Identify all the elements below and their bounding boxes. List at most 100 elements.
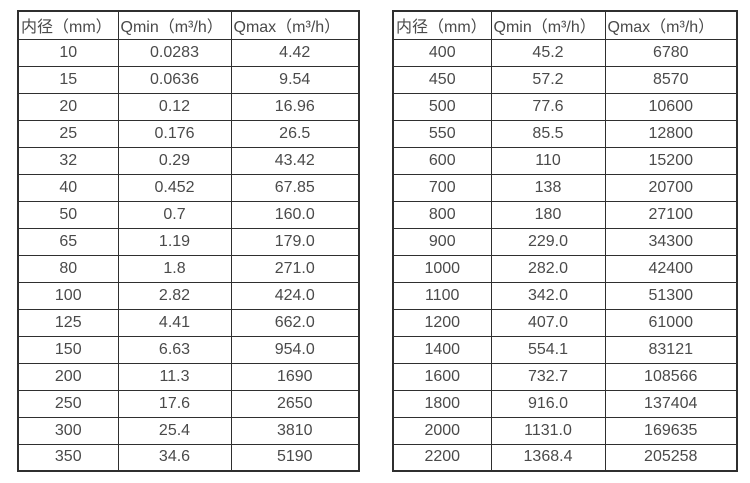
table-row: 25 0.176 26.5	[17, 119, 360, 148]
table-cell: 0.0636	[117, 65, 232, 94]
table-cell: 27100	[604, 200, 738, 229]
table-cell: 700	[392, 173, 492, 202]
table-cell: 25.4	[117, 416, 232, 445]
table-row: 1100 342.0 51300	[392, 281, 738, 310]
table-cell: 1200	[392, 308, 492, 337]
table-header-row: 内径（mm） Qmin（m³/h） Qmax（m³/h）	[17, 10, 360, 40]
table-cell: 0.7	[117, 200, 232, 229]
table-cell: 1000	[392, 254, 492, 283]
table-row: 800 180 27100	[392, 200, 738, 229]
table-cell: 600	[392, 146, 492, 175]
table-row: 150 6.63 954.0	[17, 335, 360, 364]
table-cell: 15200	[604, 146, 738, 175]
table-row: 1200 407.0 61000	[392, 308, 738, 337]
table-cell: 20700	[604, 173, 738, 202]
table-cell: 900	[392, 227, 492, 256]
table-cell: 100	[17, 281, 119, 310]
table-cell: 77.6	[490, 92, 606, 121]
table-cell: 282.0	[490, 254, 606, 283]
table-row: 2200 1368.4 205258	[392, 443, 738, 472]
table-cell: 229.0	[490, 227, 606, 256]
table-row: 700 138 20700	[392, 173, 738, 202]
table-row: 15 0.0636 9.54	[17, 65, 360, 94]
table-header-row: 内径（mm） Qmin（m³/h） Qmax（m³/h）	[392, 10, 738, 40]
header-qmax: Qmax（m³/h）	[604, 10, 738, 40]
table-cell: 12800	[604, 119, 738, 148]
table-cell: 350	[17, 443, 119, 472]
table-row: 1400 554.1 83121	[392, 335, 738, 364]
table-cell: 179.0	[230, 227, 360, 256]
table-row: 32 0.29 43.42	[17, 146, 360, 175]
table-cell: 34.6	[117, 443, 232, 472]
table-cell: 57.2	[490, 65, 606, 94]
table-cell: 3810	[230, 416, 360, 445]
table-row: 550 85.5 12800	[392, 119, 738, 148]
table-cell: 2650	[230, 389, 360, 418]
table-cell: 26.5	[230, 119, 360, 148]
table-cell: 916.0	[490, 389, 606, 418]
table-cell: 51300	[604, 281, 738, 310]
table-cell: 250	[17, 389, 119, 418]
table-cell: 108566	[604, 362, 738, 391]
table-cell: 0.29	[117, 146, 232, 175]
table-cell: 85.5	[490, 119, 606, 148]
table-row: 2000 1131.0 169635	[392, 416, 738, 445]
table-cell: 1.8	[117, 254, 232, 283]
header-inner-diameter: 内径（mm）	[17, 10, 119, 40]
table-cell: 20	[17, 92, 119, 121]
table-cell: 300	[17, 416, 119, 445]
table-cell: 1400	[392, 335, 492, 364]
table-row: 450 57.2 8570	[392, 65, 738, 94]
table-row: 600 110 15200	[392, 146, 738, 175]
table-row: 400 45.2 6780	[392, 38, 738, 67]
table-cell: 1100	[392, 281, 492, 310]
flow-spec-table-large-diameters: 内径（mm） Qmin（m³/h） Qmax（m³/h） 400 45.2 6780…	[392, 10, 738, 472]
table-row: 100 2.82 424.0	[17, 281, 360, 310]
table-cell: 2200	[392, 443, 492, 472]
table-cell: 65	[17, 227, 119, 256]
table-cell: 125	[17, 308, 119, 337]
table-cell: 40	[17, 173, 119, 202]
table-cell: 1131.0	[490, 416, 606, 445]
table-cell: 150	[17, 335, 119, 364]
table-row: 20 0.12 16.96	[17, 92, 360, 121]
table-cell: 137404	[604, 389, 738, 418]
table-cell: 15	[17, 65, 119, 94]
flow-spec-table-small-diameters: 内径（mm） Qmin（m³/h） Qmax（m³/h） 10 0.0283 4.4…	[17, 10, 360, 472]
table-cell: 0.452	[117, 173, 232, 202]
table-cell: 110	[490, 146, 606, 175]
table-body: 400 45.2 6780 450 57.2 8570 500 77.6 10600 550 85.…	[392, 38, 738, 472]
table-row: 80 1.8 271.0	[17, 254, 360, 283]
table-row: 125 4.41 662.0	[17, 308, 360, 337]
table-row: 50 0.7 160.0	[17, 200, 360, 229]
table-cell: 9.54	[230, 65, 360, 94]
table-cell: 954.0	[230, 335, 360, 364]
table-row: 1000 282.0 42400	[392, 254, 738, 283]
table-cell: 80	[17, 254, 119, 283]
table-cell: 11.3	[117, 362, 232, 391]
table-cell: 0.176	[117, 119, 232, 148]
table-row: 500 77.6 10600	[392, 92, 738, 121]
table-cell: 5190	[230, 443, 360, 472]
table-cell: 424.0	[230, 281, 360, 310]
table-cell: 1368.4	[490, 443, 606, 472]
table-cell: 50	[17, 200, 119, 229]
table-cell: 1.19	[117, 227, 232, 256]
table-cell: 205258	[604, 443, 738, 472]
table-row: 65 1.19 179.0	[17, 227, 360, 256]
table-body: 10 0.0283 4.42 15 0.0636 9.54 20 0.12 16.96 25 0.1…	[17, 38, 360, 472]
table-cell: 8570	[604, 65, 738, 94]
table-cell: 83121	[604, 335, 738, 364]
table-cell: 200	[17, 362, 119, 391]
table-cell: 45.2	[490, 38, 606, 67]
table-cell: 2000	[392, 416, 492, 445]
table-row: 40 0.452 67.85	[17, 173, 360, 202]
table-cell: 400	[392, 38, 492, 67]
table-cell: 800	[392, 200, 492, 229]
table-cell: 732.7	[490, 362, 606, 391]
table-row: 350 34.6 5190	[17, 443, 360, 472]
table-cell: 342.0	[490, 281, 606, 310]
table-cell: 554.1	[490, 335, 606, 364]
table-cell: 500	[392, 92, 492, 121]
